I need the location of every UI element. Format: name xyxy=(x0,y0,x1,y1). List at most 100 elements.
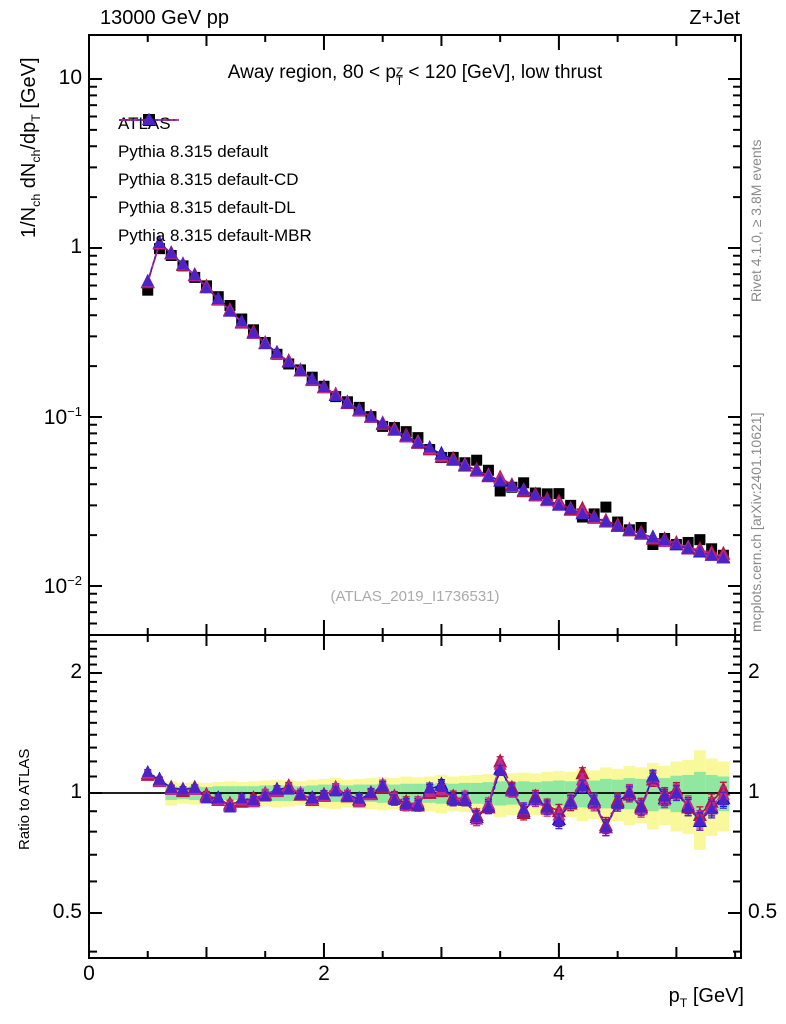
ratio-marker-Pythia 8.315 default-MBR xyxy=(588,793,601,806)
atlas-data-marker xyxy=(494,485,506,497)
ratio-tick-label-left: 2 xyxy=(70,660,82,683)
spectrum-marker-Pythia 8.315 default-MBR xyxy=(376,416,389,429)
ratio-marker-Pythia 8.315 default-MBR xyxy=(176,782,189,795)
ratio-marker-Pythia 8.315 default-MBR xyxy=(423,780,436,793)
ratio-tick-label-right: 2 xyxy=(748,660,760,683)
spectrum-marker-Pythia 8.315 default-MBR xyxy=(505,478,518,491)
ratio-marker-Pythia 8.315 default-MBR xyxy=(317,787,330,800)
ratio-marker-Pythia 8.315 default-MBR xyxy=(247,793,260,806)
ratio-marker-Pythia 8.315 default-MBR xyxy=(353,791,366,804)
spectrum-marker-Pythia 8.315 default-MBR xyxy=(447,453,460,466)
spectrum-marker-Pythia 8.315 default-MBR xyxy=(541,493,554,506)
spectrum-marker-Pythia 8.315 default-MBR xyxy=(294,363,307,376)
ratio-marker-Pythia 8.315 default-MBR xyxy=(646,769,659,782)
spectrum-marker-Pythia 8.315 default-MBR xyxy=(282,355,295,368)
spectrum-marker-Pythia 8.315 default-MBR xyxy=(423,440,436,453)
ratio-marker-Pythia 8.315 default-MBR xyxy=(435,779,448,792)
y-tick-label: 10−1 xyxy=(43,404,82,429)
y-tick-label: 10 xyxy=(58,66,82,89)
ratio-marker-Pythia 8.315 default-MBR xyxy=(235,791,248,804)
y-tick-label: 1 xyxy=(70,235,82,258)
spectrum-marker-Pythia 8.315 default-MBR xyxy=(682,541,695,554)
uncertainty-band-green xyxy=(682,774,695,814)
spectrum-marker-Pythia 8.315 default-MBR xyxy=(658,533,671,546)
spectrum-marker-Pythia 8.315 default-MBR xyxy=(329,388,342,401)
ratio-marker-Pythia 8.315 default-MBR xyxy=(188,780,201,793)
spectrum-marker-Pythia 8.315 default-MBR xyxy=(552,498,565,511)
spectrum-marker-Pythia 8.315 default-MBR xyxy=(388,423,401,436)
ratio-marker-Pythia 8.315 default-MBR xyxy=(693,814,706,827)
spectrum-marker-Pythia 8.315 default-MBR xyxy=(529,488,542,501)
ratio-marker-Pythia 8.315 default-MBR xyxy=(447,793,460,806)
spectrum-marker-Pythia 8.315 default-MBR xyxy=(176,257,189,270)
spectrum-marker-Pythia 8.315 default-MBR xyxy=(165,246,178,259)
ratio-marker-Pythia 8.315 default-MBR xyxy=(364,786,377,799)
spectrum-marker-Pythia 8.315 default-MBR xyxy=(364,409,377,422)
ratio-marker-Pythia 8.315 default-MBR xyxy=(294,787,307,800)
axis-ticks xyxy=(89,35,741,958)
spectrum-marker-Pythia 8.315 default-MBR xyxy=(635,526,648,539)
spectrum-marker-Pythia 8.315 default-MBR xyxy=(670,537,683,550)
ratio-marker-Pythia 8.315 default-MBR xyxy=(212,791,225,804)
spectrum-marker-Pythia 8.315 default-MBR xyxy=(611,519,624,532)
ratio-marker-Pythia 8.315 default-MBR xyxy=(223,800,236,813)
spectrum-marker-Pythia 8.315 default-MBR xyxy=(223,304,236,317)
ratio-marker-Pythia 8.315 default-MBR xyxy=(411,798,424,811)
ratio-marker-Pythia 8.315 default-MBR xyxy=(494,763,507,776)
spectrum-marker-Pythia 8.315 default-MBR xyxy=(435,447,448,460)
triangle-marker-icon xyxy=(119,113,179,125)
spectrum-marker-Pythia 8.315 default-MBR xyxy=(494,474,507,487)
ratio-marker-Pythia 8.315 default-MBR xyxy=(458,793,471,806)
ratio-tick-label-left: 1 xyxy=(70,780,82,803)
spectrum-marker-Pythia 8.315 default-MBR xyxy=(458,458,471,471)
spectrum-series xyxy=(140,234,731,564)
ratio-marker-Pythia 8.315 default-MBR xyxy=(635,800,648,813)
ratio-marker-Pythia 8.315 default-MBR xyxy=(717,793,730,806)
spectrum-marker-Pythia 8.315 default-MBR xyxy=(259,337,272,350)
spectrum-marker-Pythia 8.315 default-MBR xyxy=(564,502,577,515)
spectrum-line-Pythia 8.315 default-CD xyxy=(146,242,724,555)
ratio-marker-Pythia 8.315 default-MBR xyxy=(259,789,272,802)
atlas-data-marker xyxy=(142,284,154,296)
spectrum-marker-Pythia 8.315 default-MBR xyxy=(341,396,354,409)
spectrum-marker-Pythia 8.315 default-MBR xyxy=(470,463,483,476)
ratio-tick-label-right: 1 xyxy=(748,780,760,803)
ratio-marker-Pythia 8.315 default-MBR xyxy=(517,802,530,815)
spectrum-marker-Pythia 8.315 default-MBR xyxy=(306,372,319,385)
rivet-version-note: Rivet 4.1.0, ≥ 3.8M events xyxy=(748,139,764,302)
ratio-marker-Pythia 8.315 default-MBR xyxy=(341,789,354,802)
legend-label: Pythia 8.315 default xyxy=(118,142,269,161)
ratio-marker-Pythia 8.315 default-MBR xyxy=(576,779,589,792)
ratio-panel-frame xyxy=(88,634,742,959)
ratio-marker-Pythia 8.315 default-MBR xyxy=(658,789,671,802)
ratio-marker-Pythia 8.315 default-MBR xyxy=(376,779,389,792)
spectrum-marker-Pythia 8.315 default-MBR xyxy=(317,380,330,393)
spectrum-marker-Pythia 8.315 default-MBR xyxy=(353,402,366,415)
spectrum-line-Pythia 8.315 default-DL xyxy=(146,242,724,557)
spectrum-marker-Pythia 8.315 default-MBR xyxy=(646,530,659,543)
legend-label: Pythia 8.315 default-CD xyxy=(118,170,299,189)
ratio-marker-Pythia 8.315 default-MBR xyxy=(388,793,401,806)
x-tick-label: 0 xyxy=(83,962,95,985)
spectrum-marker-Pythia 8.315 default-MBR xyxy=(705,548,718,561)
spectrum-line-Pythia 8.315 default-MBR xyxy=(146,241,724,560)
ratio-marker-Pythia 8.315 default-MBR xyxy=(400,796,413,809)
ratio-marker-Pythia 8.315 default-MBR xyxy=(541,800,554,813)
ratio-marker-Pythia 8.315 default-MBR xyxy=(529,791,542,804)
ratio-tick-label-right: 0.5 xyxy=(748,899,778,923)
legend-item: Pythia 8.315 default-MBR xyxy=(118,113,312,250)
legend-item: Pythia 8.315 default xyxy=(118,113,312,166)
process-label: Z+Jet xyxy=(689,7,740,29)
spectrum-marker-Pythia 8.315 default-MBR xyxy=(188,268,201,281)
spectrum-marker-Pythia 8.315 default-MBR xyxy=(599,514,612,527)
ratio-marker-Pythia 8.315 default-MBR xyxy=(200,791,213,804)
spectrum-line-Pythia 8.315 default xyxy=(146,241,724,559)
ratio-marker-Pythia 8.315 default-MBR xyxy=(165,780,178,793)
ratio-marker-Pythia 8.315 default-MBR xyxy=(599,820,612,833)
spectrum-marker-Pythia 8.315 default-MBR xyxy=(400,429,413,442)
legend-item: Pythia 8.315 default-CD xyxy=(118,113,312,194)
